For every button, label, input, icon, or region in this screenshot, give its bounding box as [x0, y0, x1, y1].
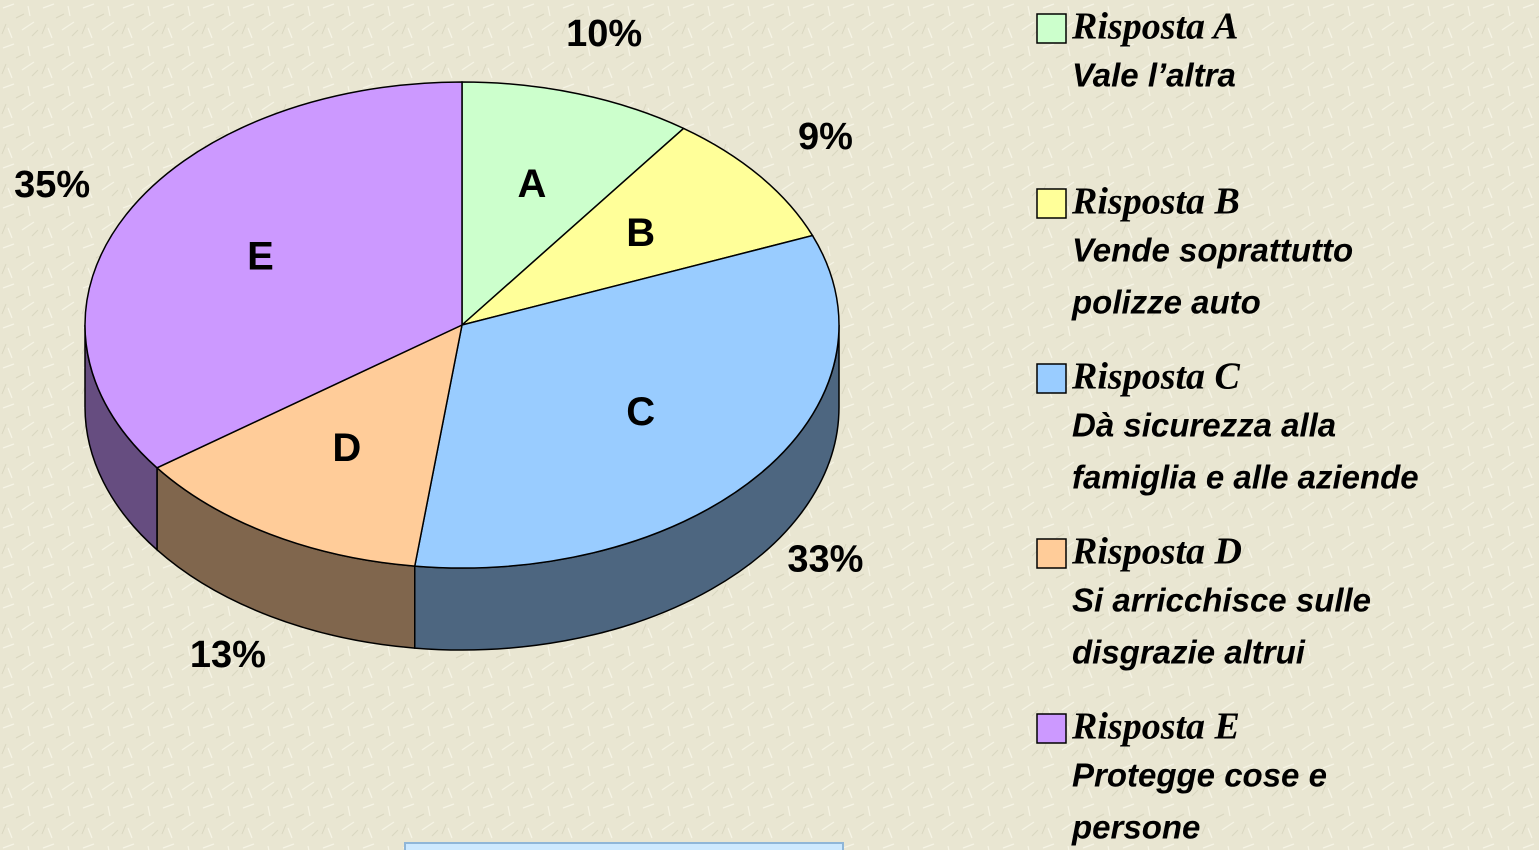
- legend-description: Si arricchisce sulle: [1072, 582, 1371, 619]
- pie-slice: [461, 81, 685, 327]
- legend-name: Risposta B: [1071, 181, 1240, 223]
- legend-description: disgrazie altrui: [1072, 634, 1306, 671]
- value-label: 35%: [14, 164, 90, 206]
- slice-letter: E: [247, 234, 274, 278]
- slice-letter: B: [626, 211, 655, 255]
- pie-slice: [84, 81, 463, 469]
- slice-letter: C: [626, 390, 655, 434]
- legend-description: Vende soprattutto: [1072, 232, 1353, 269]
- legend: Risposta A Vale l’altra Risposta B Vende so…: [1036, 6, 1419, 846]
- legend-description: persone: [1071, 809, 1200, 846]
- pie-slice: [155, 323, 464, 567]
- legend-swatch: [1036, 538, 1067, 569]
- pie-slice: [461, 127, 814, 326]
- legend-description: Dà sicurezza alla: [1072, 407, 1336, 444]
- legend-description: famiglia e alle aziende: [1072, 459, 1419, 496]
- value-label: 13%: [190, 634, 266, 676]
- legend-description: polizze auto: [1071, 284, 1261, 321]
- legend-swatch: [1036, 188, 1067, 219]
- value-label: 10%: [566, 13, 642, 55]
- bottom-box: [404, 842, 844, 850]
- legend-name: Risposta A: [1071, 6, 1238, 48]
- slice-letter: A: [517, 162, 546, 206]
- legend-description: Vale l’altra: [1072, 57, 1236, 94]
- legend-swatch: [1036, 713, 1067, 744]
- legend-name: Risposta E: [1071, 706, 1240, 748]
- value-label: 9%: [798, 116, 853, 158]
- legend-description: Protegge cose e: [1072, 757, 1327, 794]
- slice-letter: D: [332, 426, 361, 470]
- value-label: 33%: [787, 538, 863, 580]
- legend-swatch: [1036, 13, 1067, 44]
- legend-swatch: [1036, 363, 1067, 394]
- legend-name: Risposta D: [1071, 531, 1242, 573]
- legend-name: Risposta C: [1071, 356, 1241, 398]
- pie-slice: [413, 234, 840, 569]
- pie: A 10% B 9% C 33% D 13% E 35%: [14, 13, 863, 676]
